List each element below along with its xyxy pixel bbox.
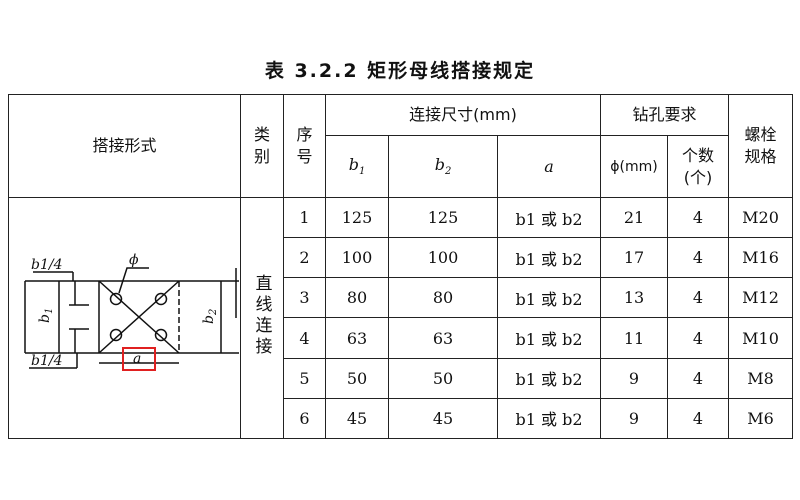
- seq-cell: 6: [283, 397, 326, 440]
- phi-cell: 11: [600, 317, 668, 359]
- seq-cell: 2: [283, 237, 326, 279]
- phi-cell: 21: [600, 196, 668, 239]
- header-category-text: 类别: [253, 125, 270, 166]
- header-category: 类别: [240, 94, 284, 198]
- category-cell: 直线连接: [240, 197, 284, 439]
- bolt-cell: M16: [728, 237, 793, 279]
- b1-cell: 50: [325, 357, 389, 399]
- a-cell: b1 或 b2: [497, 397, 601, 440]
- lap-joint-diagram: b1/4 b1/4 b1 b2 ϕ a: [24, 252, 239, 371]
- b2-cell: 125: [388, 196, 498, 239]
- label-b2: b2: [201, 309, 219, 324]
- a-cell: b1 或 b2: [497, 357, 601, 399]
- a-cell: b1 或 b2: [497, 196, 601, 239]
- count-cell: 4: [667, 397, 729, 440]
- label-b1-4-top: b1/4: [31, 257, 63, 273]
- table-title: 表 3.2.2 矩形母线搭接规定: [264, 60, 536, 82]
- diagram-cell: b1/4 b1/4 b1 b2 ϕ a: [8, 197, 241, 439]
- label-b1-4-bottom: b1/4: [31, 353, 63, 369]
- highlight-box: [122, 347, 156, 371]
- b1-cell: 45: [325, 397, 389, 440]
- header-b2: b2: [388, 135, 498, 198]
- header-dims: 连接尺寸(mm): [325, 94, 601, 136]
- b1-cell: 63: [325, 317, 389, 359]
- count-cell: 4: [667, 317, 729, 359]
- seq-cell: 3: [283, 277, 326, 319]
- header-count-text: 个数(个): [681, 145, 714, 187]
- phi-cell: 17: [600, 237, 668, 279]
- seq-cell: 1: [283, 196, 326, 239]
- b2-cell: 45: [388, 397, 498, 440]
- a-cell: b1 或 b2: [497, 317, 601, 359]
- header-bolt: 螺栓规格: [728, 94, 793, 198]
- b1-cell: 125: [325, 196, 389, 239]
- bolt-cell: M8: [728, 357, 793, 399]
- count-cell: 4: [667, 277, 729, 319]
- header-phi: ϕ(mm): [600, 135, 668, 198]
- bolt-cell: M6: [728, 397, 793, 440]
- b2-cell: 80: [388, 277, 498, 319]
- bolt-cell: M10: [728, 317, 793, 359]
- header-seq-text: 序号: [296, 125, 313, 166]
- a-cell: b1 或 b2: [497, 277, 601, 319]
- b2-cell: 63: [388, 317, 498, 359]
- phi-cell: 9: [600, 397, 668, 440]
- label-a: a: [133, 351, 141, 367]
- header-b1: b1: [325, 135, 389, 198]
- b2-cell: 100: [388, 237, 498, 279]
- table-row: 2 100 100 b1 或 b2 17 4 M16: [9, 237, 793, 279]
- header-seq: 序号: [283, 94, 326, 198]
- header-b2-text: b: [434, 155, 445, 175]
- b1-cell: 100: [325, 237, 389, 279]
- header-bolt-text: 螺栓规格: [744, 125, 777, 166]
- seq-cell: 4: [283, 317, 326, 359]
- phi-cell: 9: [600, 357, 668, 399]
- header-drill: 钻孔要求: [600, 94, 729, 136]
- phi-cell: 13: [600, 277, 668, 319]
- table-row: 5 50 50 b1 或 b2 9 4 M8: [9, 357, 793, 399]
- table-row: b1/4 b1/4 b1 b2 ϕ a 直线连接 1 125 125 b1 或 …: [8, 196, 793, 439]
- a-cell: b1 或 b2: [497, 237, 601, 279]
- label-phi: ϕ: [129, 252, 139, 268]
- header-count: 个数(个): [667, 135, 729, 198]
- b1-cell: 80: [325, 277, 389, 319]
- label-b1: b1: [37, 308, 55, 323]
- b2-cell: 50: [388, 357, 498, 399]
- busbar-lap-table: 搭接形式 类别 序号 连接尺寸(mm) 钻孔要求 螺栓规格 b1 b2 a ϕ(…: [8, 94, 793, 440]
- bolt-cell: M12: [728, 277, 793, 319]
- bolt-cell: M20: [728, 196, 793, 239]
- header-b1-text: b: [348, 155, 359, 175]
- count-cell: 4: [667, 237, 729, 279]
- header-form: 搭接形式: [8, 94, 241, 198]
- count-cell: 4: [667, 196, 729, 239]
- count-cell: 4: [667, 357, 729, 399]
- table-row: 3 80 80 b1 或 b2 13 4 M12: [9, 277, 793, 319]
- table-row: 6 45 45 b1 或 b2 9 4 M6: [9, 397, 793, 440]
- header-a: a: [497, 135, 601, 198]
- seq-cell: 5: [283, 357, 326, 399]
- category-text: 直线连接: [251, 274, 272, 358]
